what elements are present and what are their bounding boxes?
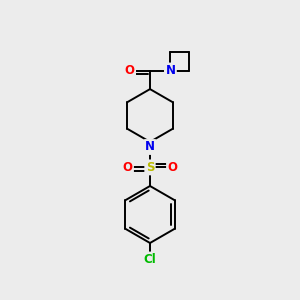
Text: S: S	[146, 161, 154, 174]
Text: O: O	[167, 161, 178, 174]
Text: N: N	[165, 64, 176, 77]
Text: N: N	[145, 140, 155, 154]
Text: O: O	[122, 161, 133, 174]
Text: Cl: Cl	[144, 253, 156, 266]
Text: O: O	[124, 64, 135, 77]
